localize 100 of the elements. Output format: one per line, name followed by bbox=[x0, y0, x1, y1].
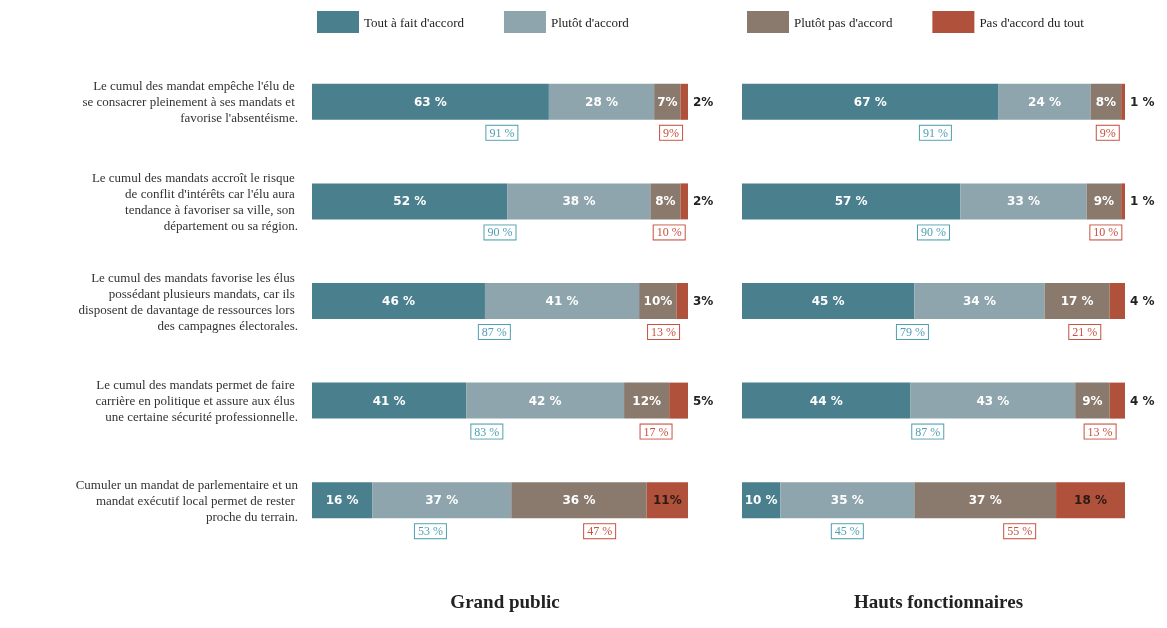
annotation: 87 % bbox=[481, 325, 507, 339]
bar bbox=[624, 382, 670, 419]
y-tick-label: Cumuler un mandat de parlementaire et un mandat exécutif local permet de rester proche du terrain. bbox=[75, 476, 299, 524]
data-label: 8% bbox=[655, 194, 676, 209]
annotation: 83 % bbox=[474, 424, 500, 439]
bar bbox=[780, 482, 915, 519]
data-label: 2% bbox=[693, 194, 714, 209]
bar bbox=[676, 283, 688, 319]
data-label: 2% bbox=[693, 94, 714, 109]
data-label: 11% bbox=[652, 493, 682, 508]
bar bbox=[914, 482, 1057, 519]
data-label: 16 % bbox=[325, 493, 359, 508]
annotation: 91 % bbox=[922, 125, 948, 140]
data-label: 8% bbox=[1095, 94, 1117, 109]
annotation: 91 % bbox=[489, 125, 515, 140]
data-label: 63 % bbox=[413, 94, 447, 109]
annotation: 55 % bbox=[1007, 524, 1033, 539]
data-label: 5% bbox=[693, 393, 714, 408]
annotation: 87 % bbox=[915, 424, 941, 439]
data-label: 37 % bbox=[968, 493, 1002, 508]
annotation: 13 % bbox=[651, 325, 677, 339]
annotation: 10 % bbox=[1093, 225, 1119, 240]
bar bbox=[680, 183, 688, 220]
annotation: 79 % bbox=[899, 325, 925, 339]
annotation: 47 % bbox=[587, 524, 613, 539]
data-label: 44 % bbox=[809, 393, 843, 408]
bar bbox=[312, 382, 467, 419]
bar bbox=[507, 183, 651, 220]
data-label: 17 % bbox=[1060, 294, 1094, 308]
data-label: 42 % bbox=[528, 393, 562, 408]
annotation: 90 % bbox=[921, 225, 946, 240]
legend-label: Pas d'accord du tout bbox=[979, 14, 1085, 30]
bar bbox=[312, 283, 485, 319]
data-label: 1 % bbox=[1130, 94, 1155, 109]
bar bbox=[680, 83, 688, 120]
data-label: 4 % bbox=[1130, 393, 1155, 408]
bar bbox=[1109, 283, 1125, 319]
bar bbox=[1056, 482, 1125, 519]
annotation: 90 % bbox=[487, 225, 513, 240]
text: Hauts fonctionnaires bbox=[853, 591, 1024, 612]
annotation: 21 % bbox=[1072, 325, 1098, 339]
annotation: 13 % bbox=[1087, 424, 1113, 439]
data-label: 9% bbox=[1082, 393, 1103, 408]
bar bbox=[742, 83, 999, 120]
data-label: 34 % bbox=[963, 294, 996, 308]
bar bbox=[669, 382, 688, 419]
data-label: 57 % bbox=[834, 194, 868, 209]
data-label: 33 % bbox=[1007, 194, 1040, 209]
data-label: 7% bbox=[657, 94, 678, 109]
data-label: 45 % bbox=[811, 294, 845, 308]
y-tick-label: Le cumul des mandats accroît le risque de conflit d'intérêts car l'élu aura tendance à favoriser sa ville, son département ou sa région. bbox=[91, 169, 298, 233]
bar bbox=[484, 283, 640, 319]
data-label: 52 % bbox=[393, 194, 427, 209]
bar bbox=[312, 183, 508, 220]
bar bbox=[960, 183, 1087, 220]
data-label: 4 % bbox=[1130, 294, 1155, 308]
annotation: 45 % bbox=[834, 524, 860, 539]
bar bbox=[1075, 382, 1110, 419]
y-tick-label: Le cumul des mandats favorise les élus possédant plusieurs mandats, car ils disposent de davantage de ressources lors des campagnes électorales. bbox=[78, 269, 298, 333]
data-label: 18 % bbox=[1074, 493, 1107, 508]
text: Grand public bbox=[450, 591, 560, 612]
data-label: 41 % bbox=[372, 393, 406, 408]
data-label: 12% bbox=[632, 393, 662, 408]
bar bbox=[372, 482, 512, 519]
bar bbox=[511, 482, 647, 519]
bar bbox=[742, 283, 915, 319]
annotation: 10 % bbox=[656, 225, 682, 240]
bar bbox=[742, 183, 961, 220]
bar bbox=[1121, 183, 1125, 220]
legend-label: Tout à fait d'accord bbox=[364, 14, 465, 30]
annotation: 9% bbox=[663, 125, 680, 140]
annotation: 9% bbox=[1099, 125, 1116, 140]
bar bbox=[1044, 283, 1110, 319]
data-label: 10 % bbox=[744, 493, 778, 508]
data-label: 46 % bbox=[382, 294, 415, 308]
data-label: 41 % bbox=[545, 294, 579, 308]
data-label: 1 % bbox=[1130, 194, 1155, 209]
data-label: 10% bbox=[643, 294, 673, 308]
data-label: 67 % bbox=[853, 94, 887, 109]
y-tick-label: Le cumul des mandats permet de faire carrière en politique et assure aux élus une certaine sécurité professionnelle. bbox=[95, 377, 298, 425]
data-label: 37 % bbox=[425, 493, 459, 508]
bar bbox=[548, 83, 655, 120]
bar bbox=[1121, 83, 1125, 120]
annotation: 17 % bbox=[643, 424, 669, 439]
annotation: 53 % bbox=[417, 524, 443, 539]
y-tick-label: Le cumul des mandat empêche l'élu de se consacrer pleinement à ses mandats et favorise l'absentéisme. bbox=[82, 78, 298, 126]
legend-label: Plutôt d'accord bbox=[550, 14, 630, 30]
bar bbox=[998, 83, 1091, 120]
data-label: 24 % bbox=[1028, 94, 1062, 109]
bar bbox=[466, 382, 625, 419]
bar bbox=[910, 382, 1076, 419]
data-label: 35 % bbox=[830, 493, 864, 508]
bar bbox=[914, 283, 1045, 319]
bar bbox=[742, 382, 911, 419]
data-label: 43 % bbox=[976, 393, 1010, 408]
data-label: 9% bbox=[1093, 194, 1115, 209]
data-label: 3% bbox=[693, 294, 714, 308]
bar bbox=[312, 482, 373, 519]
legend-label: Plutôt pas d'accord bbox=[794, 14, 893, 30]
bar bbox=[312, 83, 549, 120]
